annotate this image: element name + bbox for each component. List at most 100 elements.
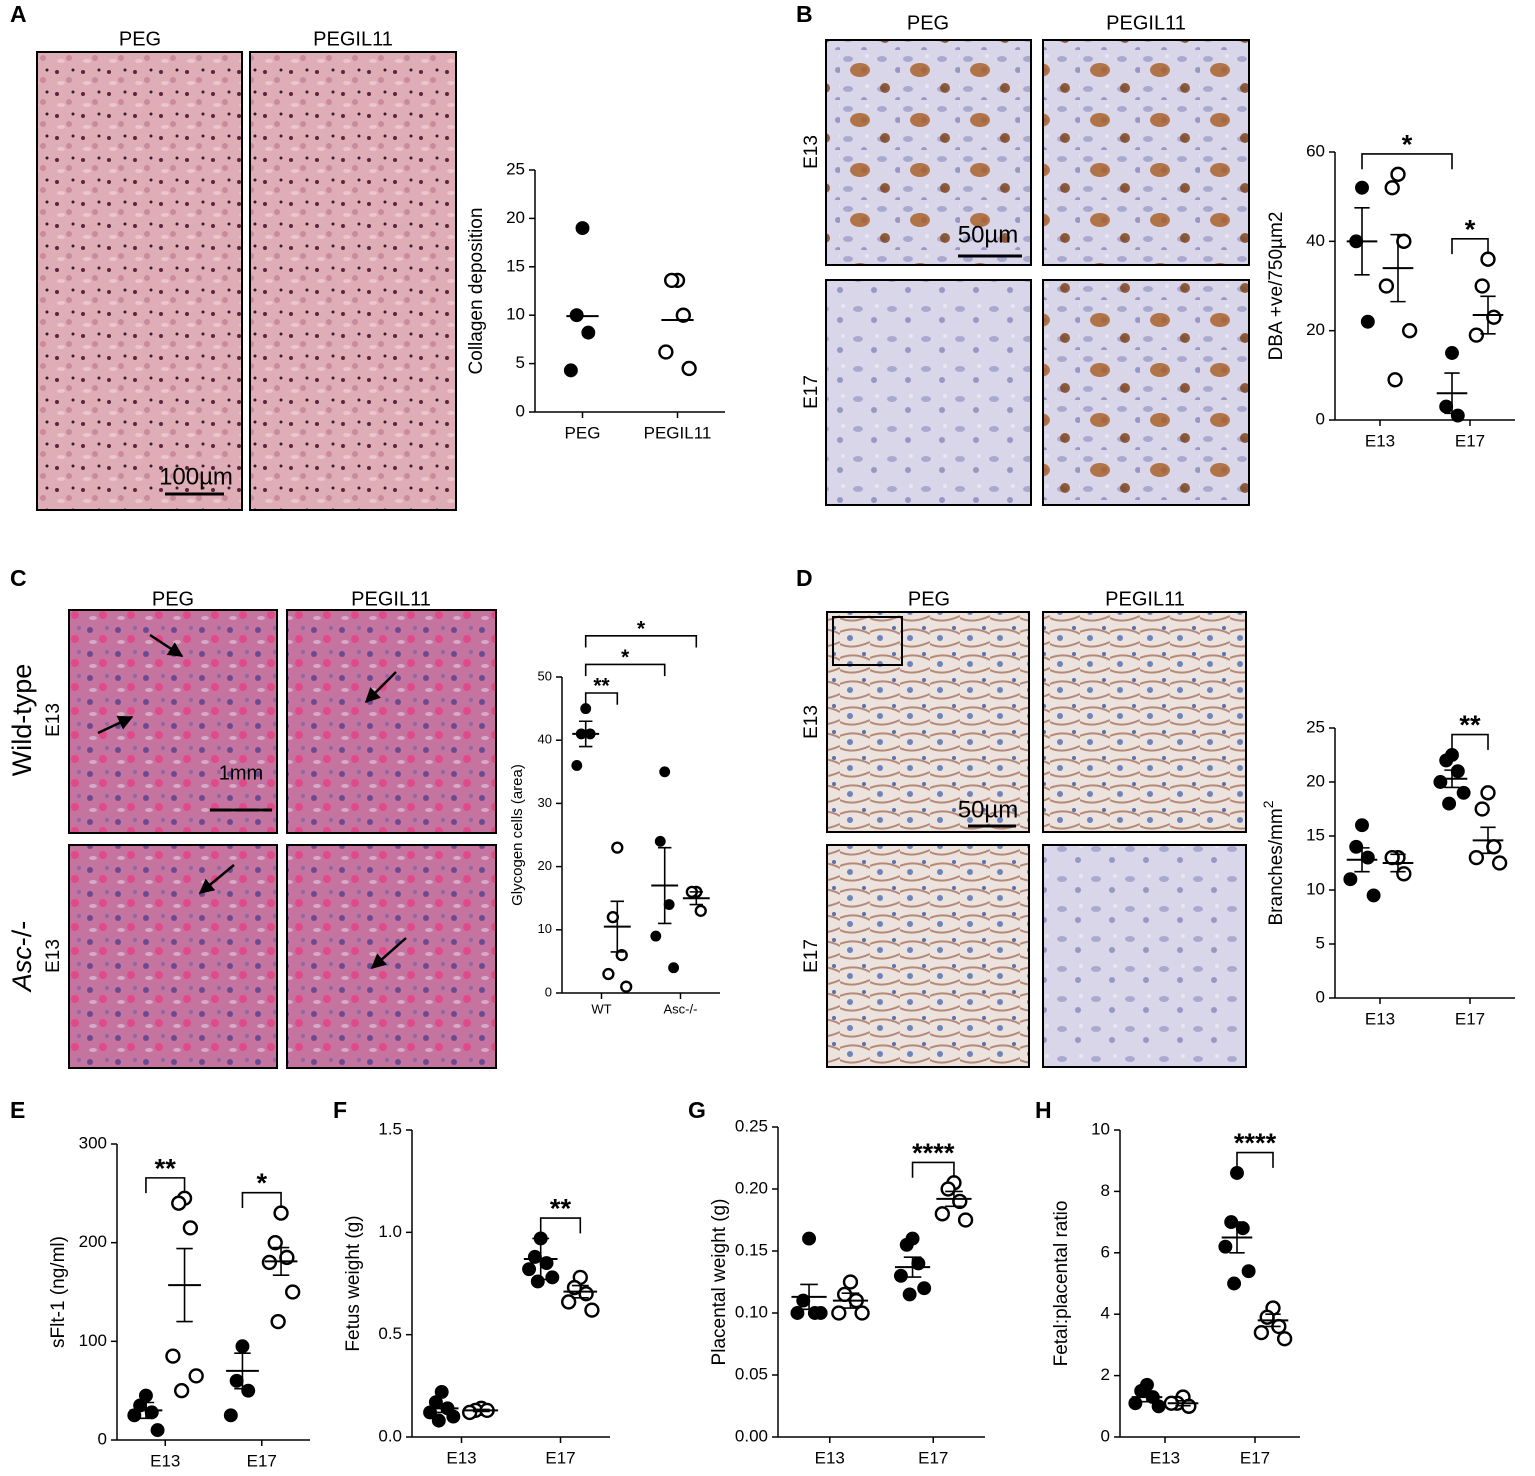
y-axis-label: Fetus weight (g) <box>343 1215 364 1351</box>
data-point <box>522 1262 537 1277</box>
x-tick-label: PEGIL11 <box>644 424 712 443</box>
error-bar <box>176 1247 193 1323</box>
micrograph <box>1042 611 1247 833</box>
error-bar <box>1390 233 1406 303</box>
data-point <box>267 1235 283 1251</box>
x-tick-label: E13 <box>1365 1010 1395 1029</box>
significance-bracket <box>1361 153 1453 170</box>
data-point <box>1360 850 1375 865</box>
data-point <box>1450 764 1465 779</box>
data-point <box>831 1305 847 1321</box>
data-point <box>1491 855 1508 871</box>
y-axis-label: Branches/mm2 <box>1260 800 1287 925</box>
data-point <box>1235 1221 1250 1236</box>
y-tick-label: 5 <box>516 353 525 372</box>
significance-label: ** <box>593 675 610 698</box>
panel-letter: C <box>10 565 27 591</box>
y-tick-label: 10 <box>538 921 552 936</box>
data-point <box>446 1409 461 1424</box>
data-point <box>1253 1324 1270 1341</box>
y-tick-label: 40 <box>1306 231 1325 250</box>
y-axis-label: sFlt-1 (ng/ml) <box>48 1236 69 1348</box>
micrograph <box>1042 39 1250 266</box>
y-axis-label-text: Fetus weight (g) <box>343 1215 364 1351</box>
scale-bar-label: 50µm <box>958 221 1019 248</box>
y-tick-label: 40 <box>538 732 552 747</box>
y-axis-label-text: Collagen deposition <box>466 208 487 375</box>
data-point <box>223 1408 238 1423</box>
micrograph <box>286 844 497 1069</box>
data-point <box>902 1287 917 1302</box>
significance-bracket <box>1451 238 1489 255</box>
panel-letter: H <box>1035 1097 1052 1123</box>
micrograph <box>68 609 278 834</box>
data-point <box>1387 372 1403 388</box>
y-tick-label: 0.5 <box>378 1324 402 1343</box>
error-bar <box>945 1190 963 1208</box>
data-point <box>1390 166 1406 182</box>
data-point <box>1433 775 1448 789</box>
y-tick-label: 10 <box>506 305 525 324</box>
data-point <box>1349 839 1364 854</box>
data-point <box>654 835 666 847</box>
data-point <box>899 1237 914 1252</box>
error-bar <box>1175 1399 1191 1407</box>
data-point <box>144 1405 159 1420</box>
scale-bar-label: 100µm <box>159 463 233 490</box>
x-tick-label: E17 <box>1455 1010 1485 1029</box>
data-point <box>1128 1396 1143 1411</box>
y-tick-label: 60 <box>1306 141 1325 160</box>
data-point <box>658 344 674 360</box>
micrograph <box>825 39 1032 266</box>
significance-bracket <box>1236 1151 1274 1168</box>
data-point <box>127 1408 142 1423</box>
data-point <box>235 1339 250 1354</box>
y-axis-label-sup: 2 <box>1260 800 1276 808</box>
y-tick-label: 30 <box>538 795 552 810</box>
error-bar <box>1444 372 1460 415</box>
data-point <box>1486 839 1502 855</box>
y-tick-label: 200 <box>79 1232 107 1251</box>
data-point <box>602 967 615 981</box>
micrograph <box>68 844 278 1069</box>
x-tick-label: Asc-/- <box>664 1001 698 1016</box>
data-point <box>563 363 578 378</box>
arrow <box>370 937 407 969</box>
data-point <box>917 1281 932 1296</box>
column-label: PEG <box>908 588 950 610</box>
error-bar <box>800 1283 818 1311</box>
data-point <box>173 1383 190 1399</box>
data-point <box>1439 399 1454 414</box>
column-label: PEG <box>907 12 949 34</box>
y-axis-label: Placental weight (g) <box>709 1199 730 1366</box>
data-point <box>285 1284 301 1300</box>
data-point <box>842 1274 859 1290</box>
x-tick-label: WT <box>591 1001 611 1016</box>
data-point <box>171 1195 187 1211</box>
error-bar <box>1480 295 1496 335</box>
data-point <box>659 766 671 778</box>
arrow <box>97 715 134 735</box>
y-tick-label: 100 <box>79 1331 107 1350</box>
data-point <box>584 1302 600 1318</box>
data-point <box>957 1212 974 1228</box>
panel-letter: E <box>10 1097 25 1123</box>
data-point <box>273 1205 289 1221</box>
x-tick-label: E13 <box>815 1449 845 1468</box>
error-bar <box>1229 1221 1245 1254</box>
significance-label: * <box>637 617 646 640</box>
micrograph <box>1042 844 1247 1068</box>
y-axis-label-text: Glycogen cells (area) <box>509 764 526 906</box>
data-point <box>1450 408 1465 423</box>
data-point <box>1276 1331 1293 1347</box>
y-tick-label: 10 <box>1091 1119 1110 1138</box>
y-tick-label: 1.5 <box>378 1119 402 1138</box>
row-label-italic: Asc <box>7 946 37 994</box>
x-tick-label: E17 <box>545 1449 575 1468</box>
error-bar <box>1354 847 1370 873</box>
y-axis-label-text: Branches/mm <box>1266 808 1287 925</box>
significance-label: ** <box>155 1152 177 1183</box>
data-point <box>545 1270 560 1285</box>
error-bar <box>1354 207 1370 276</box>
y-tick-label: 25 <box>506 159 525 178</box>
